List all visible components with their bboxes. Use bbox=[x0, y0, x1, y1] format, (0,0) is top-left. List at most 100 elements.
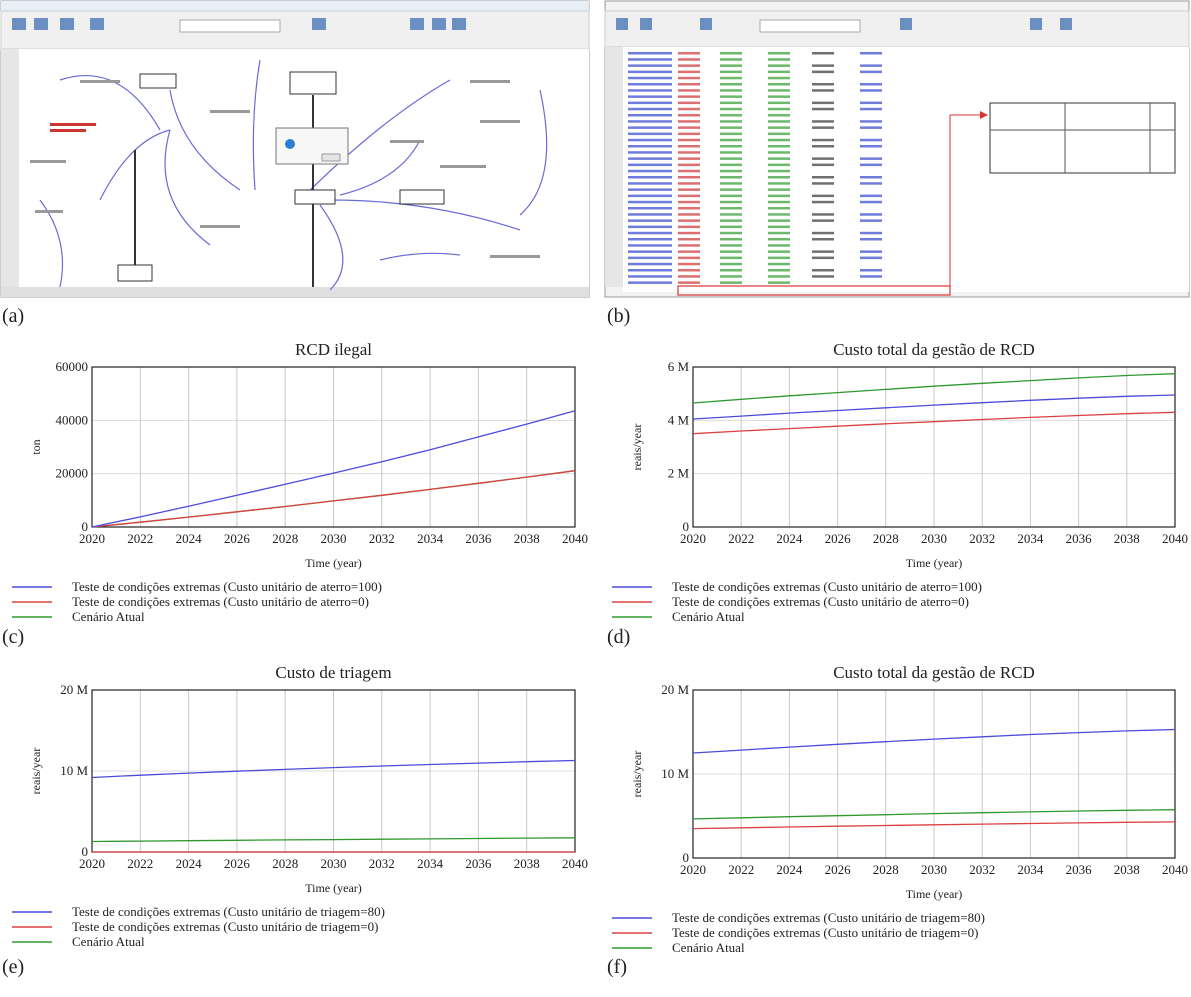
y-tick-label: 10 M bbox=[60, 763, 88, 778]
table-cell-text bbox=[768, 126, 790, 128]
table-cell-text bbox=[720, 164, 742, 167]
table-cell-text bbox=[678, 120, 700, 123]
x-tick-label: 2020 bbox=[680, 531, 706, 546]
table-cell-text bbox=[768, 195, 790, 198]
x-tick-label: 2040 bbox=[1162, 862, 1188, 877]
table-cell-text bbox=[650, 201, 672, 204]
table-cell-text bbox=[720, 238, 742, 241]
x-tick-label: 2038 bbox=[1114, 531, 1140, 546]
table-cell-text bbox=[678, 170, 700, 173]
table-cell-text bbox=[812, 52, 834, 55]
table-cell-text bbox=[628, 257, 650, 260]
table-cell-text bbox=[650, 226, 672, 229]
table-cell-text bbox=[768, 151, 790, 154]
y-tick-label: 20 M bbox=[60, 682, 88, 697]
table-cell-text bbox=[720, 77, 742, 80]
table-cell-text bbox=[628, 164, 650, 167]
table-cell-text bbox=[812, 201, 834, 204]
table-cell-text bbox=[650, 275, 672, 278]
table-cell-text bbox=[628, 232, 650, 235]
table-cell-text bbox=[628, 102, 650, 105]
table-cell-text bbox=[812, 213, 834, 216]
table-cell-text bbox=[720, 52, 742, 55]
table-cell-text bbox=[628, 281, 650, 284]
table-cell-text bbox=[720, 120, 742, 123]
table-cell-text bbox=[768, 250, 790, 253]
table-cell-text bbox=[628, 244, 650, 247]
y-tick-label: 20000 bbox=[56, 466, 89, 481]
table-cell-text bbox=[768, 95, 790, 98]
table-cell-text bbox=[678, 52, 700, 55]
table-cell-text bbox=[812, 250, 834, 253]
table-cell-text bbox=[768, 77, 790, 80]
table-cell-text bbox=[720, 232, 742, 235]
table-cell-text bbox=[650, 263, 672, 266]
table-cell-text bbox=[768, 219, 790, 222]
table-cell-text bbox=[650, 195, 672, 198]
x-tick-label: 2032 bbox=[969, 531, 995, 546]
table-cell-text bbox=[650, 89, 672, 92]
x-tick-label: 2024 bbox=[176, 531, 203, 546]
table-cell-text bbox=[628, 89, 650, 92]
table-cell-text bbox=[628, 145, 650, 148]
figure: RCD ilegaltonTime (year)0200004000060000… bbox=[0, 0, 1191, 992]
legend-label: Teste de condições extremas (Custo unitá… bbox=[72, 579, 382, 594]
table-cell-text bbox=[720, 244, 742, 247]
table-cell-text bbox=[628, 77, 650, 80]
table-cell-text bbox=[628, 83, 650, 86]
table-cell-text bbox=[720, 250, 742, 253]
table-cell-text bbox=[768, 176, 790, 179]
table-cell-text bbox=[812, 219, 834, 222]
y-axis-label: reais/year bbox=[29, 748, 43, 795]
table-cell-text bbox=[628, 58, 650, 61]
table-cell-text bbox=[768, 52, 790, 55]
x-tick-label: 2040 bbox=[562, 531, 588, 546]
table-cell-text bbox=[860, 71, 882, 74]
table-cell-text bbox=[860, 83, 882, 86]
table-cell-text bbox=[720, 64, 742, 67]
table-cell-text bbox=[768, 170, 790, 173]
table-cell-text bbox=[860, 164, 882, 167]
table-cell-text bbox=[768, 269, 790, 272]
x-tick-label: 2032 bbox=[369, 531, 395, 546]
table-cell-text bbox=[678, 201, 700, 204]
x-tick-label: 2026 bbox=[224, 856, 251, 871]
panel-label: (d) bbox=[607, 626, 630, 648]
table-cell-text bbox=[768, 213, 790, 216]
table-cell-text bbox=[628, 71, 650, 74]
table-cell-text bbox=[860, 201, 882, 204]
table-cell-text bbox=[678, 207, 700, 210]
x-tick-label: 2036 bbox=[1066, 531, 1093, 546]
table-cell-text bbox=[860, 238, 882, 241]
y-tick-label: 4 M bbox=[668, 412, 690, 427]
table-cell-text bbox=[678, 95, 700, 98]
table-cell-text bbox=[678, 164, 700, 167]
table-cell-text bbox=[768, 139, 790, 142]
table-cell-text bbox=[720, 139, 742, 142]
table-cell-text bbox=[678, 182, 700, 185]
table-cell-text bbox=[768, 226, 790, 229]
legend-label: Teste de condições extremas (Custo unitá… bbox=[672, 579, 982, 594]
table-cell-text bbox=[678, 77, 700, 80]
table-cell-text bbox=[720, 201, 742, 204]
table-cell-text bbox=[720, 207, 742, 210]
table-cell-text bbox=[628, 126, 650, 128]
table-cell-text bbox=[628, 120, 650, 123]
table-cell-text bbox=[720, 114, 742, 117]
table-cell-text bbox=[768, 58, 790, 61]
table-cell-text bbox=[812, 232, 834, 235]
table-cell-text bbox=[768, 157, 790, 160]
table-cell-text bbox=[628, 195, 650, 198]
table-cell-text bbox=[628, 95, 650, 98]
x-axis-label: Time (year) bbox=[305, 556, 362, 570]
table-cell-text bbox=[678, 83, 700, 86]
x-axis-label: Time (year) bbox=[906, 887, 963, 901]
x-tick-label: 2028 bbox=[272, 531, 298, 546]
table-cell-text bbox=[812, 164, 834, 167]
table-cell-text bbox=[628, 201, 650, 204]
table-cell-text bbox=[860, 126, 882, 128]
table-cell-text bbox=[650, 238, 672, 241]
x-tick-label: 2034 bbox=[1017, 531, 1044, 546]
table-cell-text bbox=[860, 139, 882, 142]
table-cell-text bbox=[628, 219, 650, 222]
